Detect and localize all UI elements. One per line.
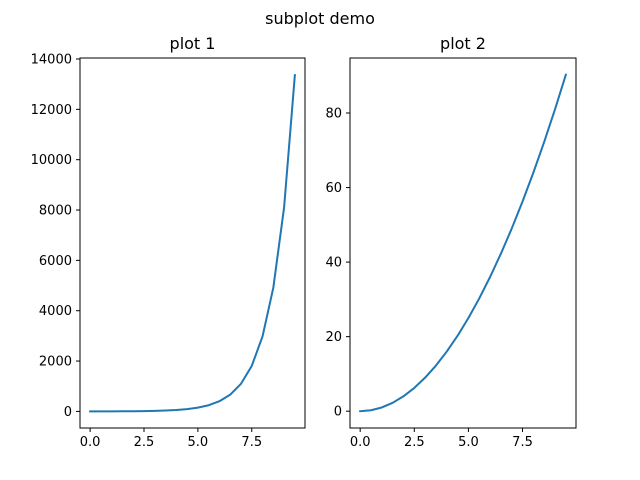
subplot-2-title: plot 2: [440, 34, 486, 53]
subplot-2-ytick-label: 20: [325, 330, 342, 345]
subplot-2-ytick-label: 0: [334, 405, 342, 420]
subplot-2-ytick-label: 80: [325, 107, 342, 122]
subplot-1-series-line: [89, 74, 296, 413]
subplot-1-axes-frame: [79, 57, 306, 429]
subplot-2-xtick-label: 5.0: [458, 435, 479, 450]
subplot-1-ytick-label: 10000: [31, 153, 72, 168]
subplot-1-ytick-label: 8000: [39, 204, 72, 219]
subplot-1-ytick-label: 6000: [39, 254, 72, 269]
subplot-1: plot 1 0.0 2.5 5.0 7.5 0 2000 4000 6000 8000 1000…: [31, 34, 306, 450]
subplot-1-ytick-label: 12000: [31, 103, 72, 118]
subplot-1-xtick-label: 2.5: [134, 435, 155, 450]
subplot-1-ytick-label: 2000: [39, 355, 72, 370]
subplot-2-xtick-label: 0.0: [350, 435, 371, 450]
subplot-2-ytick-label: 60: [325, 181, 342, 196]
subplot-2-ticks: 0.0 2.5 5.0 7.5 0 20 40 60 80: [325, 107, 532, 450]
subplot-2: plot 2 0.0 2.5 5.0 7.5 0 20 40 60 80: [325, 34, 577, 450]
subplot-1-ytick-label: 0: [64, 405, 72, 420]
subplot-2-ytick-label: 40: [325, 256, 342, 271]
subplot-1-xtick-label: 0.0: [80, 435, 101, 450]
subplot-1-ticks: 0.0 2.5 5.0 7.5 0 2000 4000 6000 8000 10000 12000 1…: [31, 53, 262, 450]
subplot-2-axes-frame: [349, 57, 577, 429]
subplot-2-xtick-label: 7.5: [512, 435, 533, 450]
subplot-1-ytick-label: 14000: [31, 53, 72, 68]
subplot-1-xtick-label: 7.5: [241, 435, 262, 450]
figure-suptitle: subplot demo: [265, 9, 375, 28]
subplot-2-series: [359, 73, 568, 413]
subplot-2-series-line: [359, 73, 568, 413]
subplot-1-title: plot 1: [170, 34, 216, 53]
subplot-1-xtick-label: 5.0: [188, 435, 209, 450]
subplot-1-series: [89, 74, 296, 413]
subplot-1-ytick-label: 4000: [39, 304, 72, 319]
subplot-2-xtick-label: 2.5: [404, 435, 425, 450]
